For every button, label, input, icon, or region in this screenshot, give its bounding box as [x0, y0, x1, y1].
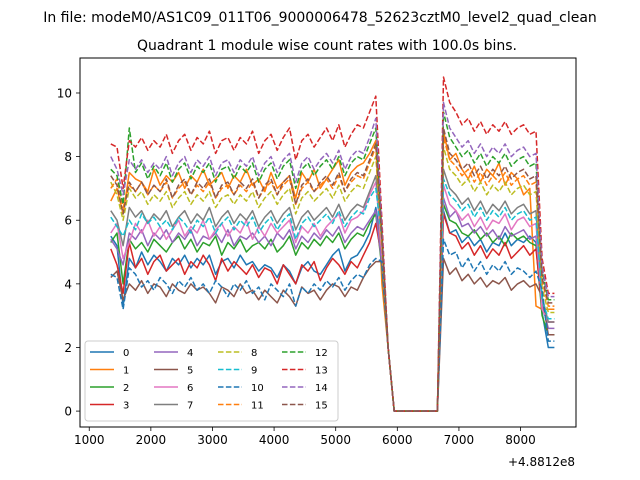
- plot-frame: [79, 57, 577, 428]
- series-line-2: [110, 203, 555, 412]
- y-tick-label: 0: [64, 405, 72, 419]
- legend-label-14: 14: [315, 383, 328, 394]
- series-line-9: [110, 178, 555, 412]
- chart-title: Quadrant 1 module wise count rates with …: [137, 38, 517, 54]
- x-tick-label: 2000: [136, 433, 167, 447]
- legend-label-6: 6: [187, 383, 193, 394]
- legend-label-3: 3: [123, 401, 129, 412]
- legend-label-13: 13: [315, 366, 328, 377]
- legend-label-5: 5: [187, 366, 193, 377]
- x-offset-label: +4.8812e8: [508, 455, 575, 469]
- series-line-12: [110, 111, 555, 412]
- series-line-6: [110, 181, 555, 412]
- series-line-13: [110, 76, 555, 412]
- y-tick-label: 2: [64, 341, 72, 355]
- y-axis: 0 2 4 6 8 10: [57, 86, 80, 419]
- y-tick-label: 4: [64, 277, 72, 291]
- y-tick-label: 8: [64, 150, 72, 164]
- legend-label-0: 0: [123, 348, 129, 359]
- legend-label-12: 12: [315, 348, 328, 359]
- legend-label-10: 10: [251, 383, 264, 394]
- x-tick-label: 3000: [197, 433, 228, 447]
- figure-suptitle: In file: modeM0/AS1C09_011T06_9000006478…: [43, 10, 597, 26]
- legend-label-11: 11: [251, 401, 264, 412]
- legend-box: [84, 340, 339, 422]
- x-axis: 1000 2000 3000 4000 5000 6000 7000 8000: [74, 427, 536, 447]
- legend-label-9: 9: [251, 366, 257, 377]
- x-tick-label: 7000: [444, 433, 475, 447]
- y-tick-label: 10: [57, 86, 72, 100]
- legend-label-7: 7: [187, 401, 193, 412]
- legend-label-4: 4: [187, 348, 193, 359]
- series-line-14: [110, 101, 555, 412]
- series-line-8: [110, 146, 555, 412]
- x-tick-label: 4000: [259, 433, 290, 447]
- series-line-4: [110, 197, 555, 412]
- x-tick-label: 5000: [320, 433, 351, 447]
- legend-label-8: 8: [251, 348, 257, 359]
- series-line-5: [110, 257, 555, 412]
- legend-label-1: 1: [123, 366, 129, 377]
- legend-label-15: 15: [315, 401, 328, 412]
- legend-label-2: 2: [123, 383, 129, 394]
- series-line-7: [110, 168, 555, 412]
- series-line-10: [110, 238, 555, 412]
- x-tick-label: 6000: [382, 433, 413, 447]
- y-tick-label: 6: [64, 214, 72, 228]
- series-line-15: [110, 127, 555, 412]
- series-line-11: [110, 136, 555, 412]
- x-tick-label: 1000: [74, 433, 105, 447]
- x-tick-label: 8000: [505, 433, 536, 447]
- series-line-3: [110, 213, 555, 412]
- series-layer: [110, 76, 555, 412]
